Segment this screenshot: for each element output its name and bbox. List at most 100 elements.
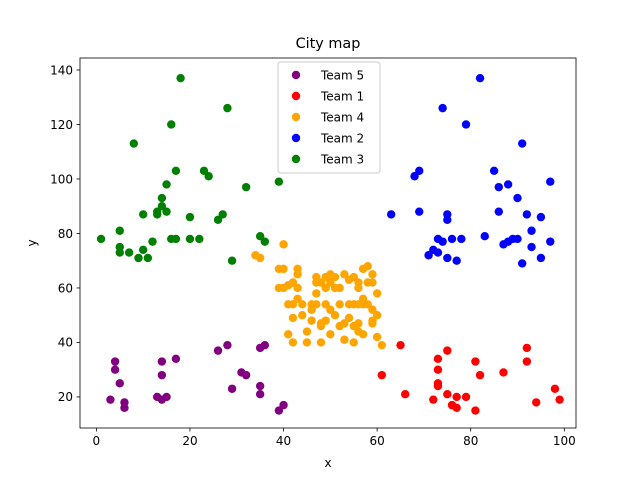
data-point xyxy=(475,73,485,83)
data-point xyxy=(433,381,443,391)
data-point xyxy=(368,270,377,279)
data-point xyxy=(274,264,284,274)
data-point xyxy=(438,237,447,246)
data-point xyxy=(363,261,372,271)
data-point xyxy=(372,332,382,342)
data-point xyxy=(326,305,335,314)
series-team-5 xyxy=(106,340,288,415)
data-point xyxy=(129,139,139,148)
data-point xyxy=(110,357,120,366)
data-point xyxy=(274,283,284,293)
legend-box xyxy=(277,61,381,174)
data-point xyxy=(372,311,382,320)
data-point xyxy=(447,234,457,244)
y-axis-ticks: 20 40 60 80 100 120 140 xyxy=(50,63,80,404)
data-point xyxy=(438,103,447,113)
data-point xyxy=(475,370,485,380)
y-tick-label: 40 xyxy=(58,336,73,350)
data-point xyxy=(255,231,265,241)
data-point xyxy=(489,166,499,175)
data-point xyxy=(316,338,326,347)
data-point xyxy=(199,166,209,175)
data-point xyxy=(134,253,143,263)
data-point xyxy=(218,210,227,219)
data-point xyxy=(288,278,298,287)
data-point xyxy=(546,177,555,186)
data-point xyxy=(499,368,508,377)
data-point xyxy=(536,253,546,263)
axes-frame xyxy=(79,57,577,429)
data-point xyxy=(171,354,181,363)
data-point xyxy=(443,346,452,355)
data-point xyxy=(293,294,302,304)
x-tick-label: 40 xyxy=(276,434,291,448)
data-point xyxy=(185,234,195,244)
legend-marker xyxy=(291,154,301,164)
data-point xyxy=(223,103,232,113)
data-point xyxy=(471,357,480,366)
data-point xyxy=(480,231,489,241)
data-point xyxy=(410,172,419,181)
data-point xyxy=(115,226,124,235)
series-team-1 xyxy=(377,340,564,415)
data-point xyxy=(288,338,298,347)
data-point xyxy=(532,398,541,407)
data-point xyxy=(223,340,232,350)
data-point xyxy=(157,370,167,380)
legend-marker xyxy=(291,91,301,101)
data-point xyxy=(157,202,167,211)
data-point xyxy=(307,305,316,314)
y-tick-label: 100 xyxy=(50,172,73,186)
data-point xyxy=(471,406,480,415)
data-point xyxy=(312,289,321,298)
series-team-2 xyxy=(386,73,555,268)
data-point xyxy=(171,166,181,175)
data-point xyxy=(302,327,312,336)
data-point xyxy=(344,313,354,323)
data-point xyxy=(354,319,363,328)
data-point xyxy=(157,193,167,203)
data-point xyxy=(513,193,522,203)
data-point xyxy=(494,207,503,216)
data-point xyxy=(349,272,358,282)
data-point xyxy=(279,240,288,249)
data-point xyxy=(176,73,185,83)
data-point xyxy=(433,365,443,374)
data-point xyxy=(195,234,204,244)
data-point xyxy=(204,172,213,181)
legend-label: Team 5 xyxy=(320,68,364,82)
y-tick-label: 80 xyxy=(58,227,73,241)
data-point xyxy=(227,384,237,393)
data-point xyxy=(167,120,176,129)
data-point xyxy=(138,245,148,255)
data-point xyxy=(494,182,503,192)
data-point xyxy=(401,390,410,399)
data-point xyxy=(503,180,513,189)
legend-label: Team 2 xyxy=(320,131,364,145)
data-point xyxy=(241,370,251,380)
data-point xyxy=(330,311,340,320)
data-point xyxy=(386,210,396,219)
data-point xyxy=(321,283,330,293)
x-tick-label: 60 xyxy=(369,434,384,448)
x-axis-label: x xyxy=(324,456,331,470)
data-point xyxy=(171,234,181,244)
data-point xyxy=(302,338,312,347)
data-point xyxy=(288,313,298,323)
data-point xyxy=(227,256,237,265)
data-point xyxy=(527,242,536,252)
data-point xyxy=(288,300,298,309)
data-point xyxy=(326,278,335,287)
data-point xyxy=(443,215,452,225)
legend: Team 5 Team 1 Team 4 Team 2 Team 3 xyxy=(277,61,381,174)
data-point xyxy=(106,395,115,404)
data-point xyxy=(312,300,321,309)
data-point xyxy=(546,237,555,246)
data-point xyxy=(143,253,153,263)
data-point xyxy=(274,177,284,186)
data-point xyxy=(443,253,452,263)
data-point xyxy=(260,340,270,350)
data-point xyxy=(274,406,284,415)
data-point xyxy=(461,392,471,402)
data-point xyxy=(349,338,358,347)
